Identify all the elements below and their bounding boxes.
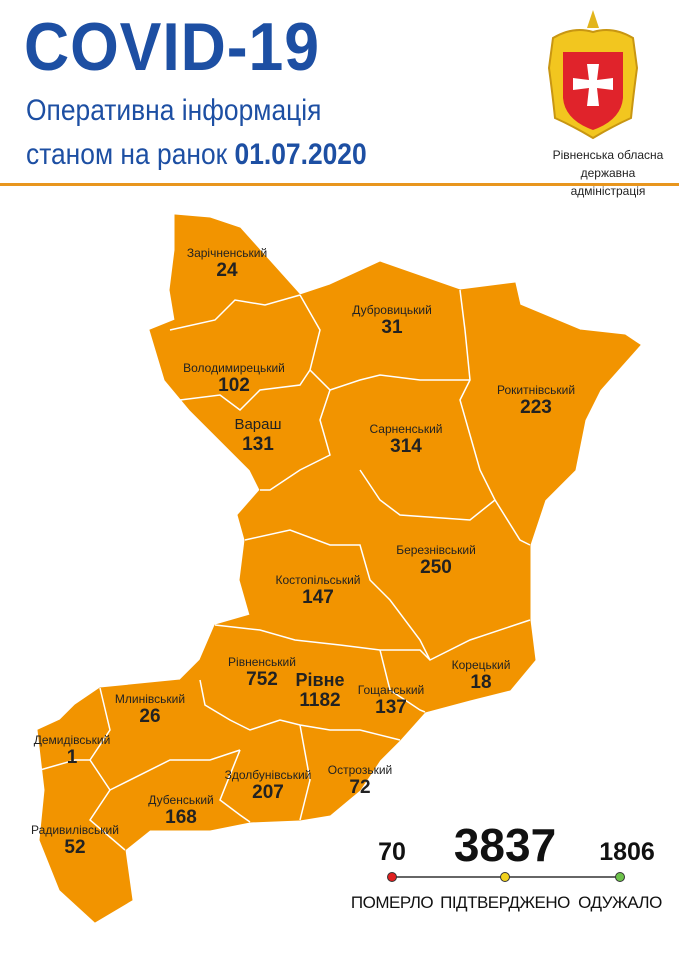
district-name: Здолбунівський — [224, 768, 312, 782]
district-name: Рівненський — [228, 655, 296, 669]
oblast-outline — [37, 214, 641, 923]
city-rivne: Рівне 1182 — [296, 670, 345, 712]
district-cases: 207 — [252, 782, 284, 803]
district-cases: 314 — [390, 436, 422, 457]
district-name: Дубенський — [148, 793, 214, 807]
district-name: Млинівський — [114, 692, 186, 706]
district-volodymyrets: Володимирецький 102 — [183, 361, 285, 397]
district-varash: Вараш 131 — [234, 416, 281, 456]
district-cases: 168 — [165, 807, 197, 828]
district-cases: 147 — [302, 587, 334, 608]
district-dubno: Дубенський 168 — [148, 793, 213, 829]
district-cases: 131 — [242, 434, 274, 455]
district-cases: 26 — [139, 706, 161, 727]
district-cases: 1182 — [299, 690, 341, 711]
district-name: Гощанський — [357, 683, 425, 697]
confirmed-count: 3837 — [453, 819, 557, 871]
date-line: станом на ранок 01.07.2020 — [26, 138, 367, 172]
district-radyvyliv: Радивилівський 52 — [31, 823, 119, 859]
district-sarny: Сарненський 314 — [370, 422, 443, 458]
district-rokytne: Рокитнівський 223 — [497, 383, 575, 419]
district-cases: 18 — [470, 672, 492, 693]
district-hoshcha: Гощанський 137 — [358, 683, 424, 719]
district-rivnenskyi: Рівненський 752 — [228, 655, 296, 691]
district-cases: 1 — [66, 747, 78, 768]
district-borders — [39, 289, 531, 851]
title: COVID-19 — [24, 9, 320, 85]
district-cases: 223 — [520, 397, 552, 418]
district-kostopil: Костопільський 147 — [275, 573, 360, 609]
died-label: ПОМЕРЛО — [350, 893, 434, 912]
district-name: Радивилівський — [31, 823, 119, 837]
confirmed-dot — [500, 872, 510, 882]
district-name: Дубровицький — [352, 303, 432, 317]
district-name: Острозький — [327, 763, 393, 777]
district-cases: 31 — [381, 317, 403, 338]
district-zarichne: Зарічненський 24 — [187, 246, 267, 282]
district-name: Рокитнівський — [496, 383, 576, 397]
district-name: Володимирецький — [183, 361, 285, 375]
org-line1: Рівненська обласна — [552, 148, 664, 162]
district-cases: 102 — [218, 375, 250, 396]
district-ostroh: Острозький 72 — [328, 763, 392, 799]
district-korets: Корецький 18 — [452, 658, 511, 694]
district-name: Березнівський — [396, 543, 476, 557]
date: 01.07.2020 — [234, 138, 367, 171]
district-cases: 52 — [64, 837, 86, 858]
header-divider — [0, 183, 679, 186]
district-zdolbuniv: Здолбунівський 207 — [225, 768, 312, 804]
recovered-dot — [615, 872, 625, 882]
subtitle: Оперативна інформація — [26, 94, 322, 127]
district-name: Вараш — [234, 416, 282, 433]
district-cases: 752 — [246, 669, 278, 690]
district-cases: 137 — [375, 697, 407, 718]
district-cases: 250 — [420, 557, 452, 578]
died-dot — [387, 872, 397, 882]
district-name: Корецький — [451, 658, 511, 672]
district-cases: 24 — [216, 260, 238, 281]
organization-name: Рівненська обласна державна адміністраці… — [548, 146, 668, 200]
coat-of-arms-icon — [547, 10, 639, 140]
date-prefix: станом на ранок — [26, 138, 228, 171]
district-name: Рівне — [295, 670, 345, 690]
stats-timeline — [387, 872, 625, 882]
district-name: Костопільський — [275, 573, 361, 587]
recovered-label: ОДУЖАЛО — [578, 893, 662, 912]
district-cases: 72 — [349, 777, 371, 798]
died-count: 70 — [378, 838, 406, 866]
confirmed-label: ПІДТВЕРДЖЕНО — [440, 893, 570, 912]
org-line2: державна адміністрація — [570, 166, 646, 198]
district-berezne: Березнівський 250 — [396, 543, 476, 579]
district-name: Демидівський — [33, 733, 111, 747]
district-demydivka: Демидівський 1 — [34, 733, 111, 769]
district-name: Сарненський — [369, 422, 443, 436]
district-name: Зарічненський — [186, 246, 268, 260]
recovered-count: 1806 — [599, 838, 655, 866]
district-mlyniv: Млинівський 26 — [115, 692, 185, 728]
district-dubrovytsia: Дубровицький 31 — [352, 303, 432, 339]
